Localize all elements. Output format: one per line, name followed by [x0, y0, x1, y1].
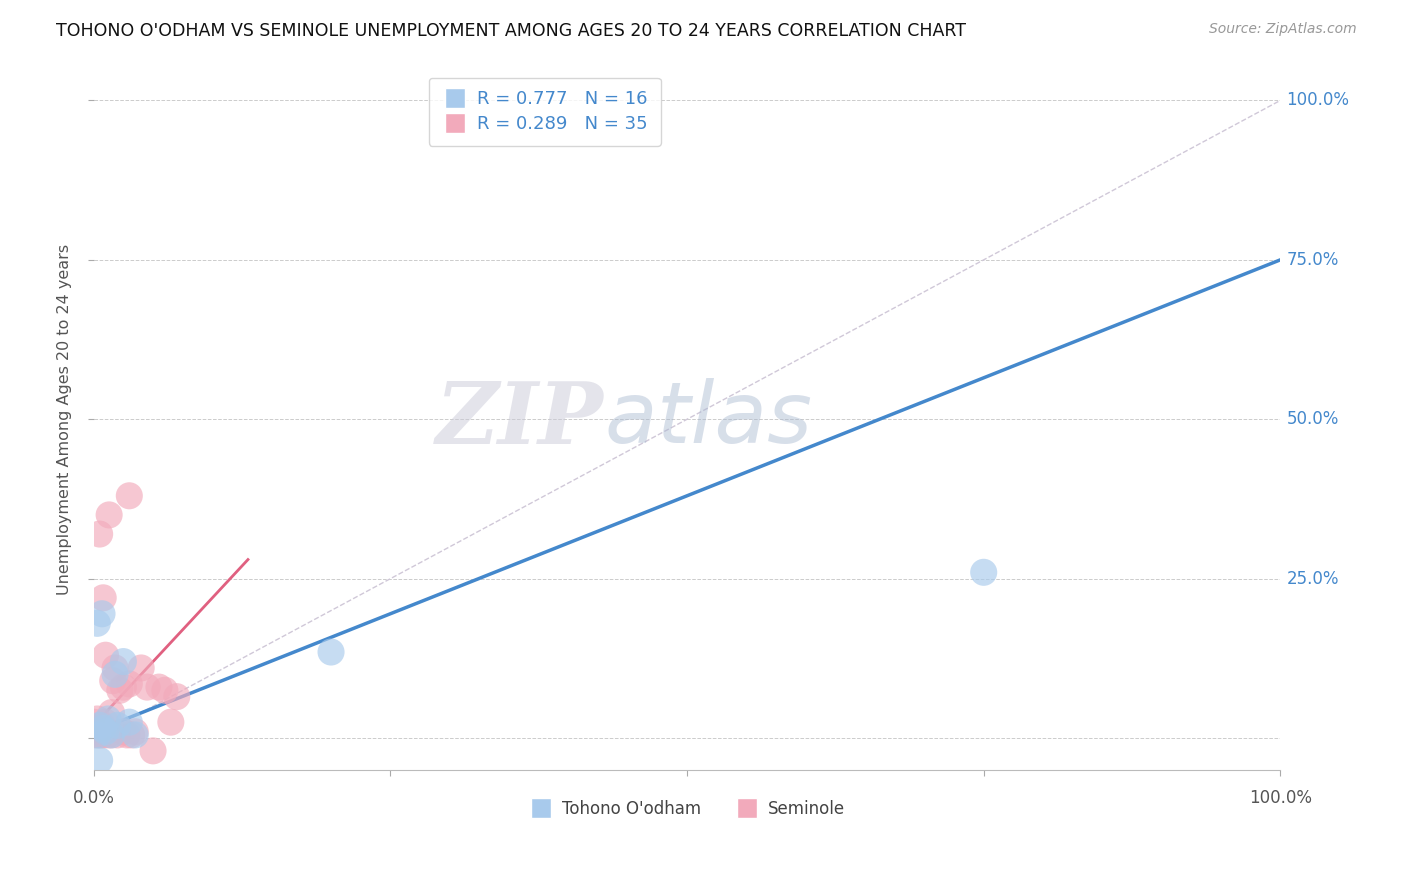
Point	[112, 724, 135, 739]
Text: ZIP: ZIP	[436, 377, 605, 461]
Y-axis label: Unemployment Among Ages 20 to 24 years: Unemployment Among Ages 20 to 24 years	[58, 244, 72, 595]
Text: 25.0%: 25.0%	[1286, 570, 1339, 588]
Point	[89, 718, 111, 732]
Text: 50.0%: 50.0%	[1286, 410, 1339, 428]
Point	[129, 661, 152, 675]
Point	[101, 673, 124, 688]
Point	[100, 728, 122, 742]
Point	[148, 680, 170, 694]
Text: 75.0%: 75.0%	[1286, 251, 1339, 268]
Point	[86, 616, 108, 631]
Point	[83, 715, 105, 730]
Point	[118, 715, 141, 730]
Point	[89, 527, 111, 541]
Point	[91, 728, 114, 742]
Point	[108, 683, 131, 698]
Point	[87, 728, 110, 742]
Point	[90, 728, 112, 742]
Point	[118, 677, 141, 691]
Point	[973, 566, 995, 580]
Point	[160, 715, 183, 730]
Point	[107, 718, 129, 732]
Point	[153, 683, 176, 698]
Point	[91, 591, 114, 605]
Point	[94, 724, 117, 739]
Text: 100.0%: 100.0%	[1286, 91, 1350, 110]
Point	[86, 728, 108, 742]
Text: TOHONO O'ODHAM VS SEMINOLE UNEMPLOYMENT AMONG AGES 20 TO 24 YEARS CORRELATION CH: TOHONO O'ODHAM VS SEMINOLE UNEMPLOYMENT …	[56, 22, 966, 40]
Point	[112, 680, 135, 694]
Point	[100, 728, 122, 742]
Point	[121, 728, 143, 742]
Text: 100.0%: 100.0%	[1249, 789, 1312, 807]
Point	[97, 728, 120, 742]
Text: 0.0%: 0.0%	[73, 789, 115, 807]
Point	[100, 706, 122, 720]
Legend: Tohono O'odham, Seminole: Tohono O'odham, Seminole	[522, 794, 852, 825]
Point	[91, 718, 114, 732]
Point	[142, 744, 165, 758]
Point	[91, 607, 114, 621]
Point	[107, 728, 129, 742]
Point	[94, 715, 117, 730]
Point	[166, 690, 188, 704]
Point	[84, 724, 107, 739]
Point	[112, 655, 135, 669]
Point	[97, 712, 120, 726]
Text: atlas: atlas	[605, 377, 813, 461]
Point	[115, 728, 138, 742]
Point	[104, 661, 127, 675]
Point	[136, 680, 159, 694]
Point	[89, 722, 111, 736]
Point	[124, 728, 146, 742]
Point	[86, 712, 108, 726]
Point	[98, 508, 121, 522]
Point	[83, 728, 105, 742]
Point	[124, 724, 146, 739]
Point	[91, 722, 114, 736]
Point	[89, 754, 111, 768]
Point	[104, 667, 127, 681]
Point	[319, 645, 342, 659]
Point	[94, 648, 117, 663]
Text: Source: ZipAtlas.com: Source: ZipAtlas.com	[1209, 22, 1357, 37]
Point	[118, 489, 141, 503]
